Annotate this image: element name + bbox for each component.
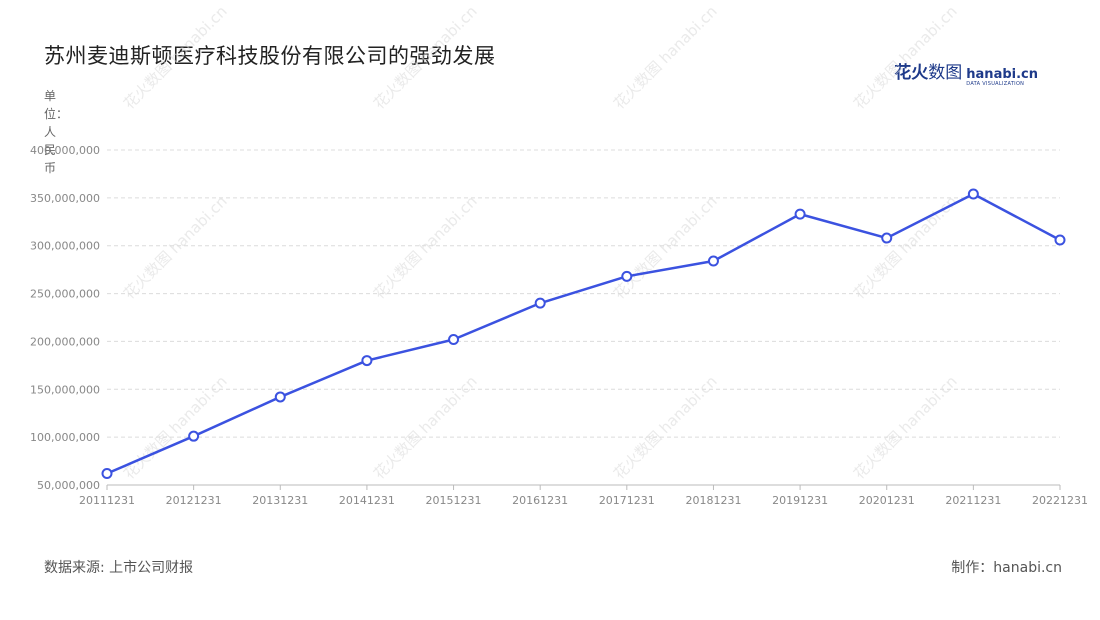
watermark: 花火数图 hanabi.cn <box>120 2 231 113</box>
x-tick-label: 20151231 <box>426 494 482 507</box>
x-tick-label: 20191231 <box>772 494 828 507</box>
x-axis-ticks: 20111231 20121231 20131231 20141231 20151231… <box>79 494 1088 507</box>
logo-cn-text: 花火数图 <box>894 63 963 83</box>
x-axis <box>106 484 1061 490</box>
y-tick-label: 50,000,000 <box>37 479 100 492</box>
watermark: 花火数图 hanabi.cn <box>370 2 481 113</box>
data-point <box>361 355 373 367</box>
data-point <box>534 297 546 309</box>
y-axis-ticks: 50,000,000 100,000,000 150,000,000 200,000,… <box>30 144 100 492</box>
x-tick-label: 20171231 <box>599 494 655 507</box>
data-point <box>794 208 806 220</box>
data-point <box>1054 234 1066 246</box>
x-tick-label: 20111231 <box>79 494 135 507</box>
series-line <box>106 192 1061 475</box>
data-point <box>274 391 286 403</box>
grid-lines <box>107 149 1060 438</box>
x-tick-label: 20131231 <box>252 494 308 507</box>
x-tick-label: 20221231 <box>1032 494 1088 507</box>
x-tick-label: 20161231 <box>512 494 568 507</box>
watermark: 花火数图 hanabi.cn <box>120 192 231 303</box>
data-point <box>101 468 113 480</box>
y-tick-label: 200,000,000 <box>30 335 100 348</box>
data-point <box>967 188 979 200</box>
watermark: 花火数图 hanabi.cn <box>370 192 481 303</box>
y-tick-label: 150,000,000 <box>30 383 100 396</box>
credit-note: 制作：hanabi.cn <box>951 560 1062 576</box>
data-source-note: 数据来源: 上市公司财报 <box>44 560 194 576</box>
y-axis-unit-label: 单位：人民币 <box>44 89 69 175</box>
data-point <box>881 232 893 244</box>
brand-logo: 花火数图 hanabi.cn DATA VISUALIZATION <box>894 58 1038 87</box>
watermark-layer: 花火数图 hanabi.cn 花火数图 hanabi.cn 花火数图 hanabi.… <box>120 2 961 483</box>
watermark: 花火数图 hanabi.cn <box>610 192 721 303</box>
x-tick-label: 20181231 <box>685 494 741 507</box>
y-tick-label: 300,000,000 <box>30 240 100 253</box>
y-tick-label: 400,000,000 <box>30 144 100 157</box>
y-tick-label: 350,000,000 <box>30 192 100 205</box>
x-tick-label: 20121231 <box>166 494 222 507</box>
watermark: 花火数图 hanabi.cn <box>610 2 721 113</box>
chart-title: 苏州麦迪斯顿医疗科技股份有限公司的强劲发展 <box>44 44 496 68</box>
logo-en-text: hanabi.cn DATA VISUALIZATION <box>966 67 1038 87</box>
data-point <box>448 334 460 346</box>
data-point <box>188 430 200 442</box>
data-point <box>621 270 633 282</box>
y-tick-label: 250,000,000 <box>30 288 100 301</box>
x-tick-label: 20141231 <box>339 494 395 507</box>
watermark: 花火数图 hanabi.cn <box>850 2 961 113</box>
x-tick-label: 20201231 <box>859 494 915 507</box>
series-layer <box>101 188 1066 480</box>
x-tick-label: 20211231 <box>945 494 1001 507</box>
data-point <box>707 255 719 267</box>
y-tick-label: 100,000,000 <box>30 431 100 444</box>
